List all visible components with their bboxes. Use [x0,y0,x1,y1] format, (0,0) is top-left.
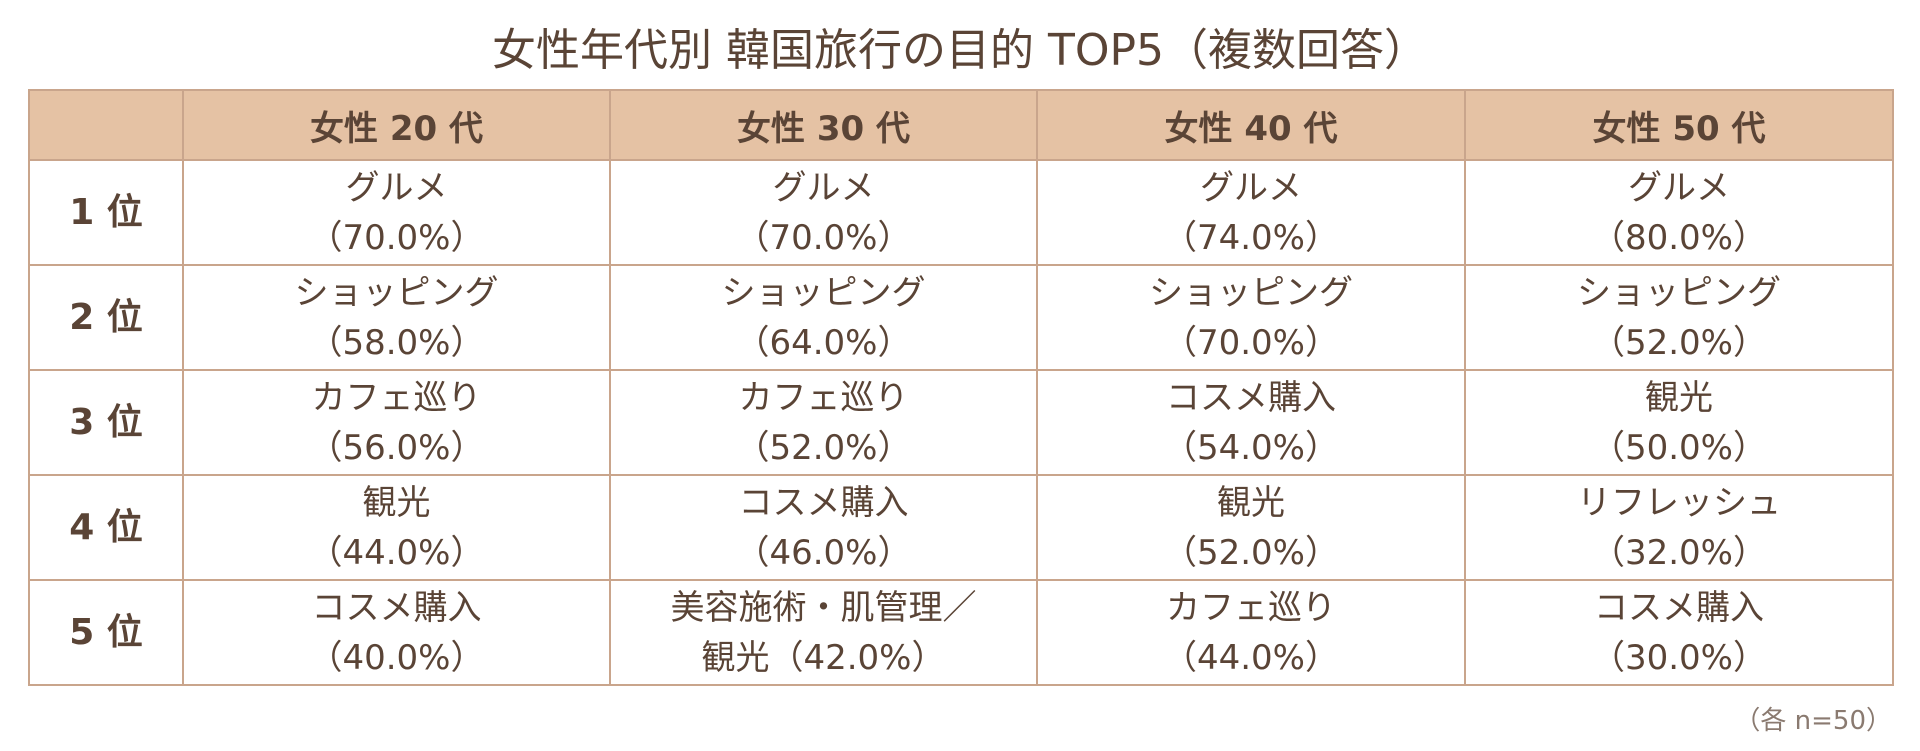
cell-item: 観光 [362,482,431,523]
cell-percent: （54.0%） [1162,427,1339,468]
column-header-40s: 女性 40 代 [1036,89,1466,161]
cell-item: コスメ購入 [738,482,909,523]
cell-percent: （80.0%） [1590,217,1767,258]
table-cell: グルメ （70.0%） [609,159,1038,266]
table-cell: ショッピング （64.0%） [609,264,1038,371]
table-cell: ショッピング （70.0%） [1036,264,1466,371]
cell-item: コスメ購入 [311,587,482,628]
table-cell: コスメ購入 （40.0%） [182,579,611,686]
table-cell: コスメ購入 （46.0%） [609,474,1038,581]
cell-item: コスメ購入 [1166,377,1336,418]
table-row: 1 位 グルメ （70.0%） グルメ （70.0%） グルメ （74.0%） グルメ… [28,159,1894,266]
rank-label: 5 位 [28,579,184,686]
cell-item: カフェ巡り [1166,587,1336,628]
table-cell: カフェ巡り （56.0%） [182,369,611,476]
table-row: 4 位 観光 （44.0%） コスメ購入 （46.0%） 観光 （52.0%） リフレ… [28,474,1894,581]
cell-percent: （70.0%） [1162,322,1339,363]
cell-percent: （40.0%） [308,637,485,678]
table-cell: カフェ巡り （44.0%） [1036,579,1466,686]
rank-label: 2 位 [28,264,184,371]
table-row: 3 位 カフェ巡り （56.0%） カフェ巡り （52.0%） コスメ購入 （54.0… [28,369,1894,476]
cell-item: グルメ [1628,167,1730,208]
cell-item: グルメ [345,167,448,208]
cell-percent: （52.0%） [735,427,912,468]
table-cell: カフェ巡り （52.0%） [609,369,1038,476]
rank-label: 1 位 [28,159,184,266]
cell-item: ショッピング [1577,272,1781,313]
sample-size-note: （各 n=50） [1734,706,1892,736]
cell-percent: （50.0%） [1590,427,1767,468]
table-row: 5 位 コスメ購入 （40.0%） 美容施術・肌管理／ 観光（42.0%） カフェ巡… [28,579,1894,686]
cell-percent: （52.0%） [1590,322,1767,363]
rank-label: 4 位 [28,474,184,581]
cell-item: コスメ購入 [1594,587,1764,628]
cell-item: ショッピング [294,272,499,313]
table-cell: 観光 （50.0%） [1464,369,1894,476]
cell-percent: （30.0%） [1590,637,1767,678]
table-cell: 観光 （44.0%） [182,474,611,581]
cell-percent: （58.0%） [308,322,485,363]
table-cell: グルメ （70.0%） [182,159,611,266]
cell-item: カフェ巡り [738,377,909,418]
cell-item: ショッピング [1149,272,1353,313]
cell-item: 観光 [1217,482,1285,523]
table-cell: ショッピング （52.0%） [1464,264,1894,371]
ranking-table: 女性 20 代 女性 30 代 女性 40 代 女性 50 代 1 位 グルメ （… [28,89,1894,686]
table-cell: グルメ （80.0%） [1464,159,1894,266]
cell-item: 観光 [1645,377,1713,418]
cell-item: リフレッシュ [1577,482,1781,523]
column-header-20s: 女性 20 代 [182,89,611,161]
cell-percent: 観光（42.0%） [701,637,946,678]
table-cell: 美容施術・肌管理／ 観光（42.0%） [609,579,1038,686]
cell-percent: （70.0%） [308,217,485,258]
rank-label: 3 位 [28,369,184,476]
cell-percent: （56.0%） [308,427,485,468]
cell-item: カフェ巡り [311,377,482,418]
column-header-50s: 女性 50 代 [1464,89,1894,161]
cell-item: 美容施術・肌管理／ [670,587,977,628]
table-cell: グルメ （74.0%） [1036,159,1466,266]
cell-percent: （70.0%） [735,217,912,258]
cell-item: ショッピング [721,272,926,313]
table-cell: コスメ購入 （30.0%） [1464,579,1894,686]
table-cell: リフレッシュ （32.0%） [1464,474,1894,581]
page-title: 女性年代別 韓国旅行の目的 TOP5（複数回答） [491,25,1428,76]
column-header-30s: 女性 30 代 [609,89,1038,161]
cell-percent: （52.0%） [1162,532,1339,573]
cell-percent: （44.0%） [308,532,485,573]
cell-item: グルメ [772,167,875,208]
table-header-row: 女性 20 代 女性 30 代 女性 40 代 女性 50 代 [28,89,1894,161]
table-cell: 観光 （52.0%） [1036,474,1466,581]
cell-percent: （32.0%） [1590,532,1767,573]
cell-percent: （44.0%） [1162,637,1339,678]
cell-percent: （64.0%） [735,322,912,363]
table-row: 2 位 ショッピング （58.0%） ショッピング （64.0%） ショッピング （7… [28,264,1894,371]
cell-percent: （46.0%） [735,532,912,573]
table-cell: ショッピング （58.0%） [182,264,611,371]
corner-header-cell [28,89,184,161]
cell-item: グルメ [1200,167,1302,208]
cell-percent: （74.0%） [1162,217,1339,258]
table-cell: コスメ購入 （54.0%） [1036,369,1466,476]
